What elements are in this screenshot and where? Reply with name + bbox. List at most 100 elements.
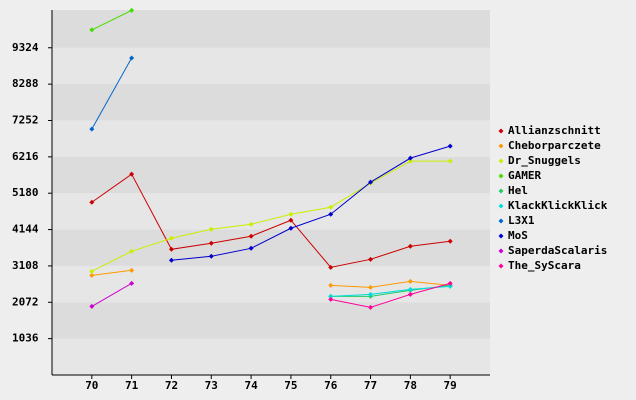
legend-marker — [498, 128, 504, 134]
point — [129, 280, 135, 286]
x-tick-label: 72 — [165, 379, 178, 392]
point — [368, 256, 374, 262]
legend-label: Hel — [508, 184, 528, 197]
legend-label: Cheborparczete — [508, 139, 601, 152]
point — [407, 155, 413, 161]
series-line — [330, 285, 451, 297]
x-tick-label: 70 — [85, 379, 98, 392]
point — [328, 296, 334, 302]
point — [407, 278, 413, 284]
legend-label: KlackKlickKlick — [508, 199, 608, 212]
x-tick-label: 79 — [444, 379, 457, 392]
legend-label: Allianzschnitt — [508, 124, 601, 137]
point — [248, 221, 254, 227]
point — [328, 293, 334, 299]
point — [288, 217, 294, 223]
point — [129, 267, 135, 273]
legend-marker — [498, 203, 504, 209]
legend-marker — [498, 143, 504, 149]
point — [447, 238, 453, 244]
point — [208, 240, 214, 246]
band — [52, 156, 490, 194]
legend-marker — [498, 173, 504, 179]
legend-marker — [498, 158, 504, 164]
legend-marker — [498, 248, 504, 254]
point — [368, 284, 374, 290]
y-tick-label: 8288 — [12, 77, 39, 90]
point — [288, 225, 294, 231]
point — [288, 211, 294, 217]
series-line — [171, 145, 451, 261]
y-tick-label: 2072 — [12, 295, 39, 308]
series-line — [91, 282, 132, 307]
band — [52, 302, 490, 339]
series-line — [91, 57, 133, 130]
band — [52, 338, 490, 375]
point — [89, 268, 95, 274]
point — [248, 233, 254, 239]
y-tick-label: 3108 — [12, 259, 39, 272]
y-tick-label: 5180 — [12, 186, 39, 199]
point — [168, 257, 174, 263]
point — [129, 248, 135, 254]
point — [368, 179, 374, 185]
point — [89, 199, 95, 205]
point — [168, 235, 174, 241]
series-line — [91, 160, 451, 272]
band — [52, 229, 490, 266]
band — [52, 265, 490, 303]
point — [328, 264, 334, 270]
legend-label: SaperdaScalaris — [508, 244, 607, 257]
y-tick-label: 6216 — [12, 150, 39, 163]
legend-label: The_SyScara — [508, 259, 581, 272]
x-tick-label: 73 — [205, 379, 218, 392]
band — [52, 193, 490, 230]
point — [208, 253, 214, 259]
point — [407, 286, 413, 292]
point — [368, 291, 374, 297]
x-tick-label: 71 — [125, 379, 139, 392]
point — [447, 283, 453, 289]
legend-label: GAMER — [508, 169, 541, 182]
point — [328, 282, 334, 288]
x-tick-label: 74 — [244, 379, 258, 392]
point — [208, 226, 214, 232]
band — [52, 84, 490, 121]
series-line — [91, 9, 132, 31]
point — [168, 246, 174, 252]
point — [407, 158, 413, 164]
point — [368, 304, 374, 310]
legend-label: L3X1 — [508, 214, 535, 227]
band — [52, 120, 490, 157]
point — [129, 171, 135, 177]
legend-marker — [498, 188, 504, 194]
point — [407, 243, 413, 249]
y-tick-label: 9324 — [12, 41, 39, 54]
point — [129, 7, 135, 13]
point — [407, 291, 413, 297]
point — [89, 126, 95, 132]
legend-marker — [498, 263, 504, 269]
y-tick-label: 7252 — [12, 113, 39, 126]
point — [89, 27, 95, 33]
series-line — [91, 173, 451, 268]
y-tick-label: 4144 — [12, 223, 39, 236]
point — [89, 303, 95, 309]
legend-marker — [498, 218, 504, 224]
x-tick-label: 75 — [284, 379, 297, 392]
point — [328, 211, 334, 217]
y-tick-label: 1036 — [12, 332, 39, 345]
point — [328, 204, 334, 210]
x-tick-label: 76 — [324, 379, 338, 392]
point — [129, 55, 135, 61]
series-line — [330, 282, 451, 308]
legend-marker — [498, 233, 504, 239]
point — [447, 280, 453, 286]
x-tick-label: 77 — [364, 379, 377, 392]
legend-label: MoS — [508, 229, 528, 242]
band — [52, 10, 490, 48]
point — [447, 158, 453, 164]
band — [52, 47, 490, 85]
point — [248, 245, 254, 251]
